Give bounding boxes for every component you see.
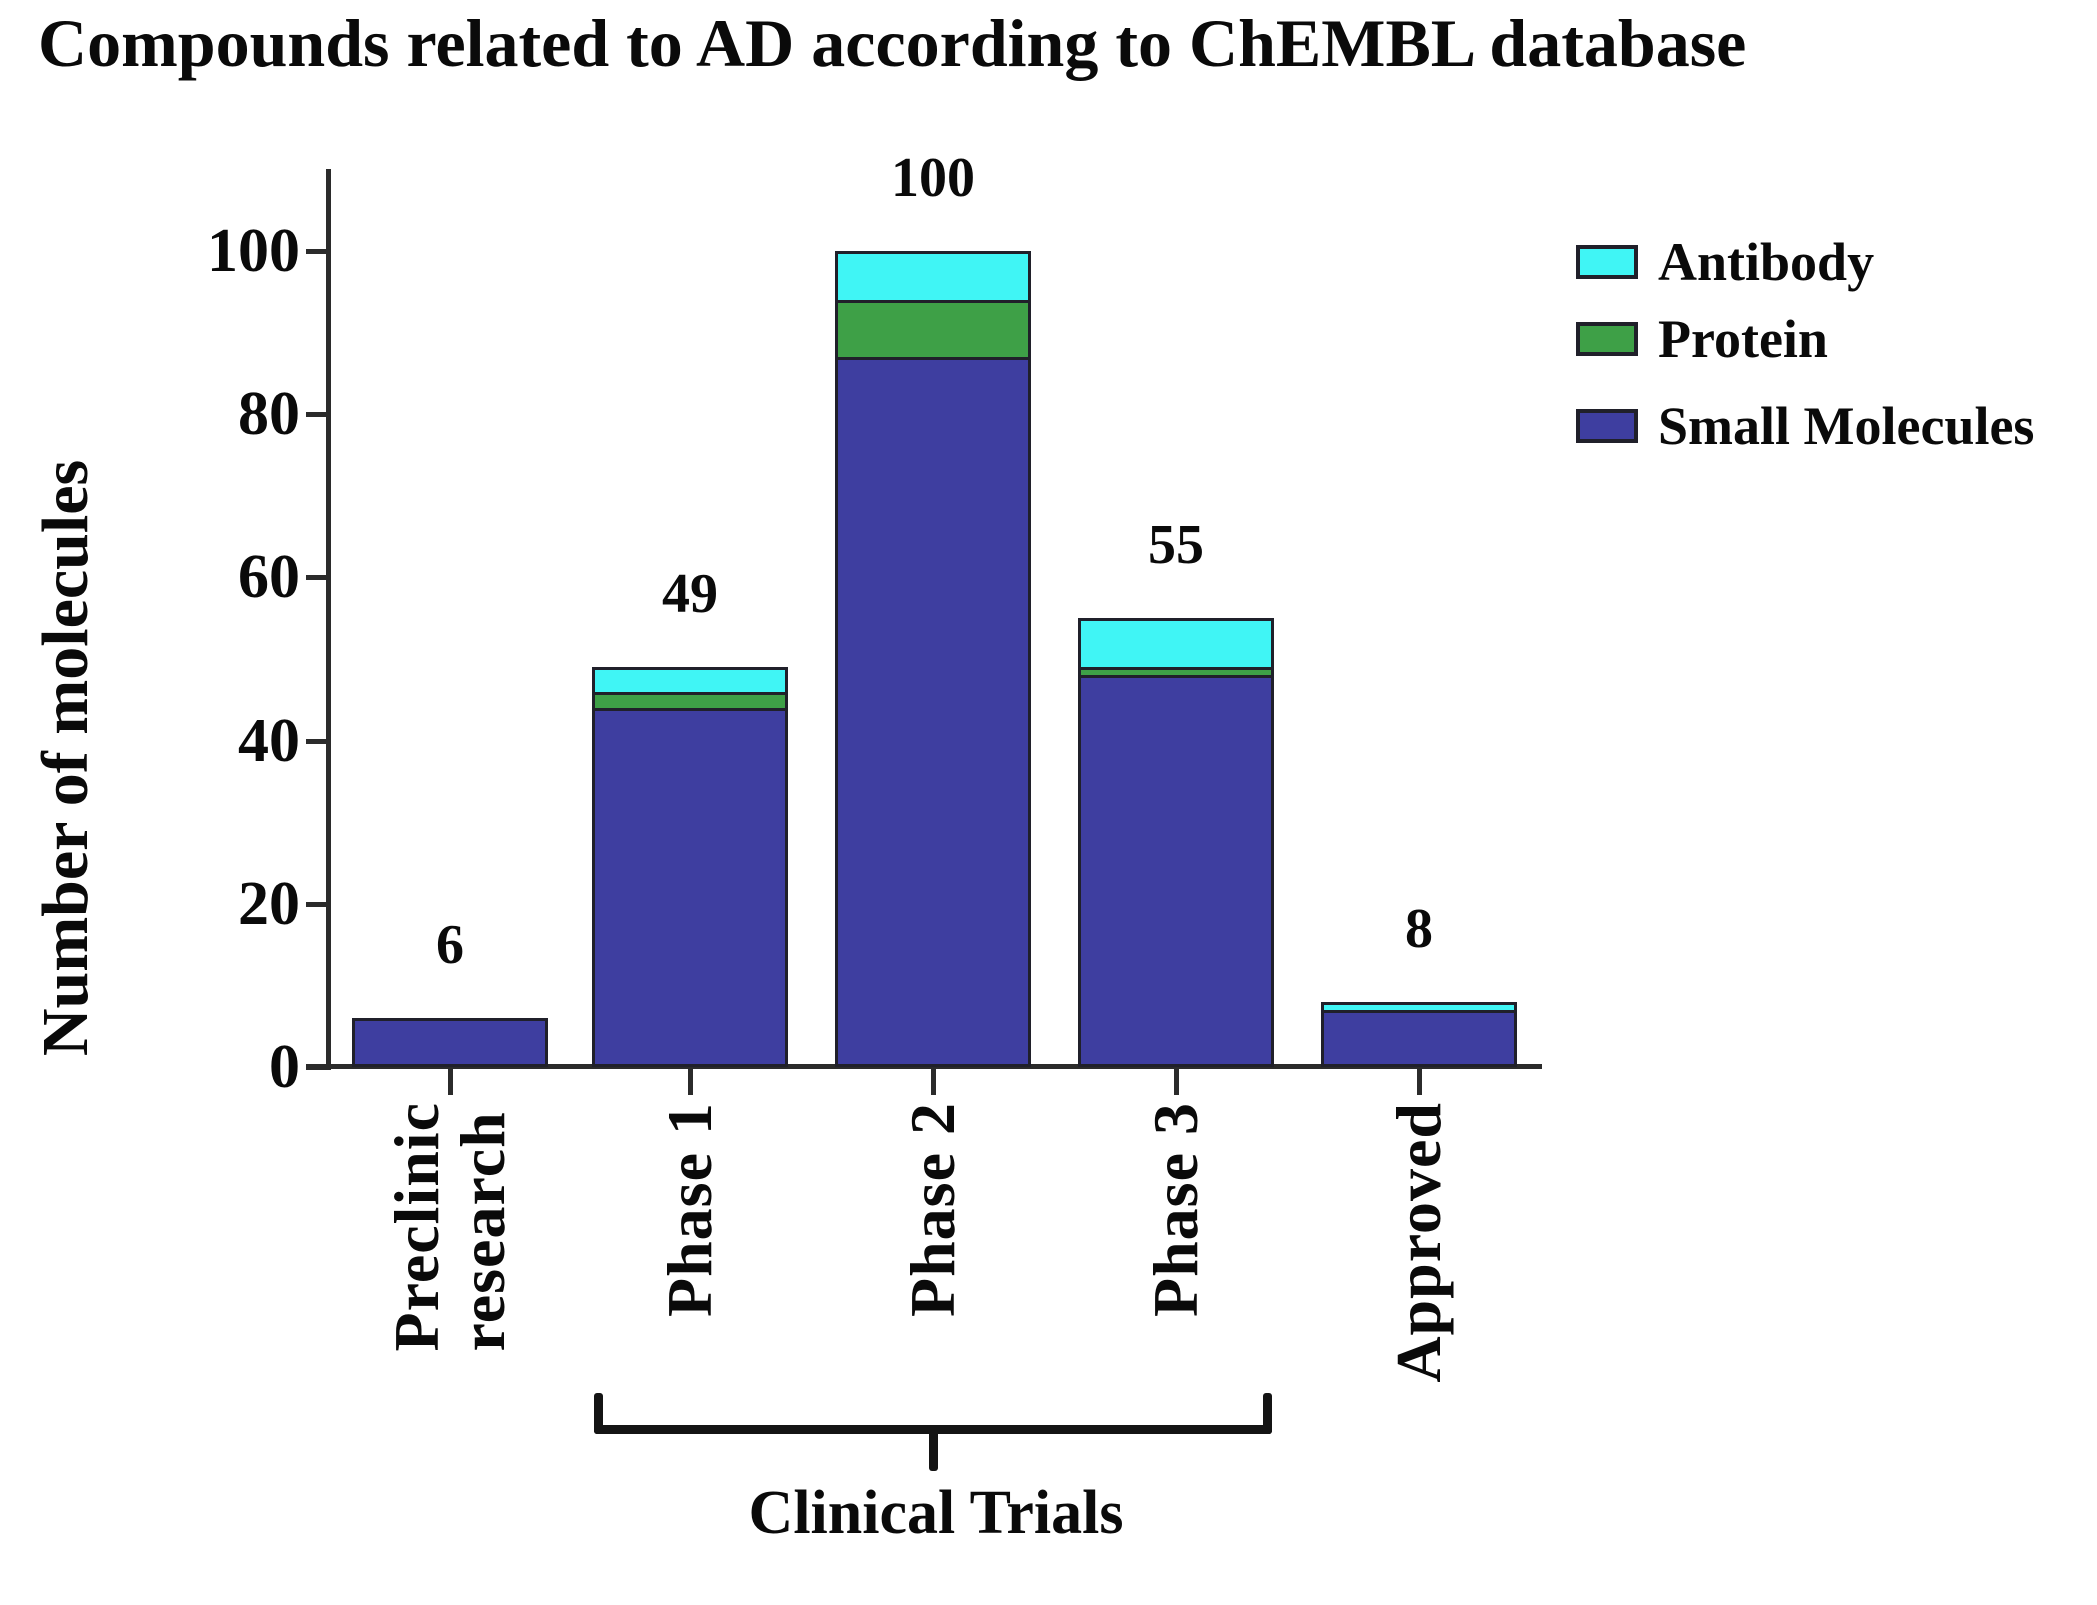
- y-tick-label: 20: [238, 869, 300, 938]
- legend-label: Small Molecules: [1658, 396, 2035, 456]
- bar-segment-protein: [838, 302, 1028, 361]
- bar-segment-small-molecules: [838, 360, 1028, 1064]
- bar-segment-antibody: [1081, 621, 1271, 671]
- y-axis-tick: [306, 249, 328, 254]
- bar-preclinic-research: [352, 1018, 548, 1067]
- y-axis-tick: [306, 575, 328, 581]
- x-category-label-phase-1: Phase 1: [654, 1102, 725, 1317]
- bar-phase-1: [592, 667, 788, 1067]
- y-tick-label: 100: [207, 217, 300, 285]
- y-axis-tick: [306, 412, 328, 418]
- x-axis-tick: [1417, 1069, 1422, 1095]
- bar-value-label: 8: [1405, 897, 1433, 960]
- legend-swatch-small-molecules: [1576, 409, 1638, 443]
- y-tick-label: 60: [238, 543, 300, 612]
- y-axis-tick: [306, 738, 328, 744]
- legend-item-protein: Protein: [1576, 309, 1828, 369]
- bar-phase-3: [1078, 618, 1274, 1067]
- bar-value-label: 49: [662, 563, 718, 626]
- bar-approved: [1321, 1001, 1517, 1067]
- bar-segment-small-molecules: [595, 710, 785, 1064]
- x-axis-tick: [931, 1069, 936, 1095]
- legend-label: Protein: [1658, 309, 1828, 369]
- bar-segment-small-molecules: [355, 1021, 545, 1064]
- bar-segment-small-molecules: [1324, 1012, 1514, 1064]
- legend-swatch-protein: [1576, 322, 1638, 356]
- bar-segment-small-molecules: [1081, 678, 1271, 1064]
- bar-segment-protein: [1081, 670, 1271, 679]
- x-category-label-phase-3: Phase 3: [1140, 1102, 1211, 1317]
- bar-segment-antibody: [838, 254, 1028, 303]
- legend-item-antibody: Antibody: [1576, 232, 1874, 292]
- clinical-trials-bracket-stem: [929, 1425, 938, 1471]
- x-category-label-preclinic-research: Preclinic research: [381, 1102, 518, 1352]
- y-tick-label: 80: [238, 380, 300, 449]
- legend-item-small-molecules: Small Molecules: [1576, 396, 2034, 456]
- y-axis-tick: [306, 901, 328, 907]
- bar-value-label: 6: [436, 914, 464, 977]
- x-category-label-phase-2: Phase 2: [897, 1102, 968, 1317]
- y-axis-line: [326, 169, 331, 1070]
- bar-segment-antibody: [595, 670, 785, 695]
- x-axis-tick: [1174, 1069, 1179, 1095]
- bar-segment-protein: [595, 694, 785, 711]
- y-axis-tick: [306, 1065, 328, 1070]
- clinical-trials-bracket-left: [594, 1393, 603, 1434]
- legend-label: Antibody: [1658, 232, 1875, 292]
- bar-value-label: 100: [891, 147, 975, 209]
- y-axis-title: Number of molecules: [29, 459, 102, 1057]
- y-tick-label: 0: [269, 1033, 300, 1101]
- x-category-label-approved: Approved: [1383, 1102, 1454, 1383]
- bar-value-label: 55: [1148, 514, 1204, 577]
- x-axis-tick: [688, 1069, 693, 1095]
- clinical-trials-label: Clinical Trials: [748, 1479, 1124, 1547]
- chart-title: Compounds related to AD according to ChE…: [38, 5, 1747, 81]
- legend-swatch-antibody: [1576, 245, 1638, 279]
- x-axis-tick: [448, 1069, 453, 1095]
- clinical-trials-bracket-right: [1263, 1393, 1272, 1434]
- bar-segment-antibody: [1324, 1004, 1514, 1013]
- bar-phase-2: [835, 251, 1031, 1067]
- y-tick-label: 40: [238, 706, 300, 775]
